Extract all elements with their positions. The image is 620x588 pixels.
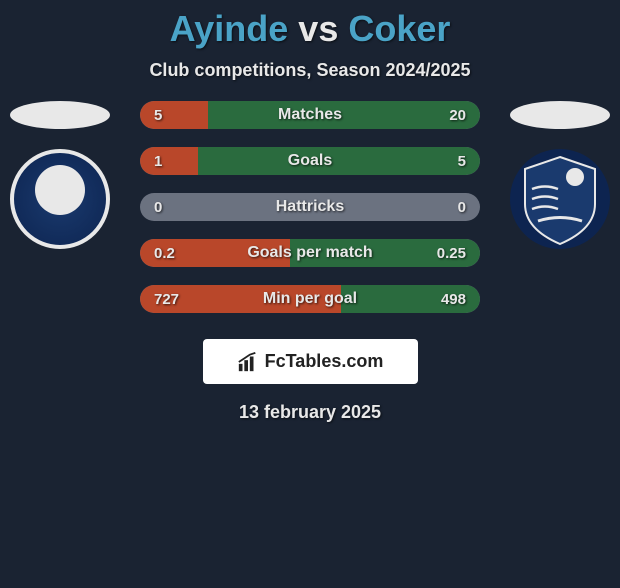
subtitle: Club competitions, Season 2024/2025 <box>0 60 620 81</box>
player2-avatar-placeholder <box>510 101 610 129</box>
shield-icon <box>510 149 610 249</box>
player2-name: Coker <box>348 8 450 49</box>
stats-table: 5Matches201Goals50Hattricks00.2Goals per… <box>140 101 480 313</box>
stat-row: 1Goals5 <box>140 147 480 175</box>
stat-row: 5Matches20 <box>140 101 480 129</box>
stat-row: 0.2Goals per match0.25 <box>140 239 480 267</box>
brand-badge[interactable]: FcTables.com <box>203 339 418 384</box>
comparison-title: Ayinde vs Coker <box>0 8 620 50</box>
stat-row: 727Min per goal498 <box>140 285 480 313</box>
stat-label: Hattricks <box>140 198 480 216</box>
brand-text: FcTables.com <box>265 351 384 372</box>
stat-value-right: 5 <box>458 153 466 170</box>
stat-value-right: 0.25 <box>437 245 466 262</box>
stat-label: Goals per match <box>140 244 480 262</box>
content-area: 5Matches201Goals50Hattricks00.2Goals per… <box>0 101 620 423</box>
vs-text: vs <box>298 8 338 49</box>
stat-row: 0Hattricks0 <box>140 193 480 221</box>
player1-avatar-placeholder <box>10 101 110 129</box>
player2-club-badge <box>510 149 610 249</box>
stat-label: Matches <box>140 106 480 124</box>
stat-value-right: 20 <box>449 107 466 124</box>
player1-club-badge <box>10 149 110 249</box>
stat-value-right: 498 <box>441 291 466 308</box>
stat-label: Goals <box>140 152 480 170</box>
date-label: 13 february 2025 <box>0 402 620 423</box>
player2-column <box>510 101 610 249</box>
chart-icon <box>237 351 259 373</box>
stat-label: Min per goal <box>140 290 480 308</box>
stat-value-right: 0 <box>458 199 466 216</box>
player1-name: Ayinde <box>170 8 289 49</box>
player1-column <box>10 101 110 249</box>
